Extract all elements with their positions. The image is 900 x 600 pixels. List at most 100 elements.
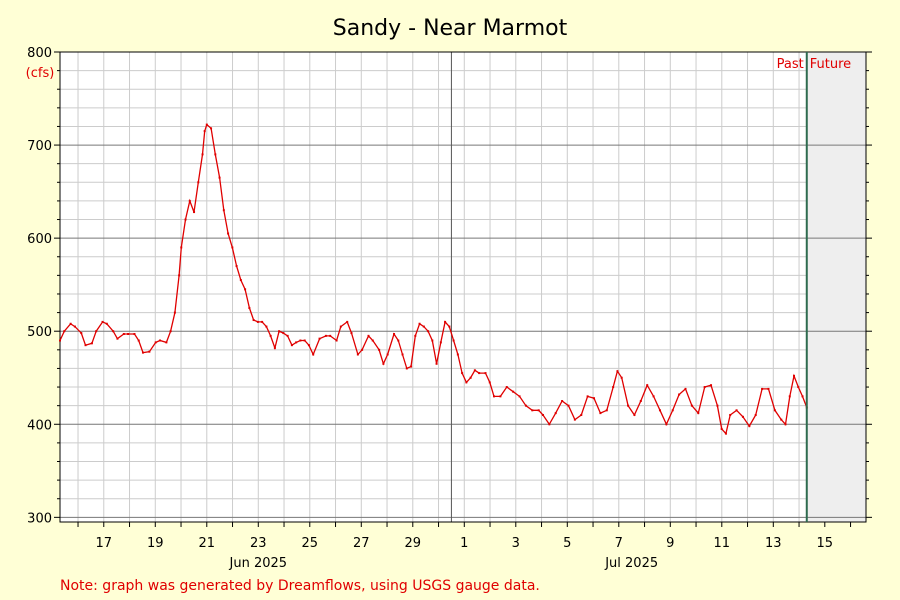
flow-data-point [252, 319, 255, 322]
flow-data-point [165, 341, 168, 344]
flow-data-point [197, 181, 200, 184]
flow-data-point [350, 332, 353, 335]
y-tick-label: 500 [27, 325, 52, 340]
flow-data-point [761, 387, 764, 390]
flow-data-point [720, 427, 723, 430]
flow-data-point [418, 322, 421, 325]
x-tick-label: 1 [460, 536, 468, 551]
flow-data-point [484, 372, 487, 375]
flow-data-point [561, 400, 564, 403]
future-region [806, 52, 866, 522]
flow-data-point [361, 348, 364, 351]
flow-data-point [397, 339, 400, 342]
flow-data-point [444, 320, 447, 323]
plot-border [59, 51, 867, 523]
x-tick-label: 9 [666, 536, 674, 551]
flow-data-point [605, 409, 608, 412]
flow-data-point [524, 404, 527, 407]
flow-data-point [427, 330, 430, 333]
flow-data-point [231, 246, 234, 249]
flow-data-point [303, 339, 306, 342]
flow-data-point [456, 353, 459, 356]
x-tick-label: 17 [96, 536, 113, 551]
flow-data-point [639, 400, 642, 403]
flow-data-point [256, 320, 259, 323]
flow-data-point [488, 381, 491, 384]
flow-data-point [80, 332, 83, 335]
flow-data-point [801, 395, 804, 398]
flow-data-point [499, 395, 502, 398]
x-tick-label: 27 [353, 536, 370, 551]
flow-data-point [169, 330, 172, 333]
flow-data-point [767, 387, 770, 390]
future-label: Future [810, 57, 851, 72]
flow-data-point [299, 339, 302, 342]
flow-data-point [180, 246, 183, 249]
flow-data-point [112, 330, 115, 333]
flow-data-point [371, 339, 374, 342]
flow-data-point [741, 415, 744, 418]
flow-data-point [773, 409, 776, 412]
flow-data-point [90, 342, 93, 345]
flow-data-point [620, 376, 623, 379]
flow-data-point [137, 339, 140, 342]
flow-data-point [627, 404, 630, 407]
y-tick-label: 400 [27, 418, 52, 433]
flow-data-point [710, 384, 713, 387]
flow-data-point [665, 423, 668, 426]
flow-data-point [273, 346, 276, 349]
flow-data-point [278, 330, 281, 333]
flow-data-point [435, 362, 438, 365]
flow-data-point [235, 265, 238, 268]
flow-data-point [141, 351, 144, 354]
flow-data-point [554, 412, 557, 415]
chart-title: Sandy - Near Marmot [333, 16, 568, 41]
flow-data-point [73, 325, 76, 328]
y-tick-label: 800 [27, 46, 52, 61]
flow-data-point [580, 413, 583, 416]
x-tick-label: 7 [615, 536, 623, 551]
flow-data-point [95, 330, 98, 333]
flow-data-point [431, 339, 434, 342]
flow-data-point [586, 395, 589, 398]
flow-data-point [248, 306, 251, 309]
flow-data-point [748, 425, 751, 428]
flow-data-point [410, 365, 413, 368]
plot-background [60, 52, 866, 522]
x-tick-label: 19 [147, 536, 164, 551]
flow-data-point [122, 333, 125, 335]
flow-data-point [422, 325, 425, 328]
flow-data-point [518, 395, 521, 398]
flow-data-point [469, 376, 472, 379]
flow-data-point [105, 322, 108, 325]
flow-data-point [346, 320, 349, 323]
flow-data-point [239, 279, 242, 282]
x-tick-label: 11 [714, 536, 731, 551]
flow-data-point [193, 211, 196, 214]
flow-data-point [324, 334, 327, 337]
flow-data-point [716, 404, 719, 407]
past-label: Past [777, 57, 804, 72]
flow-data-point [473, 369, 476, 372]
flow-data-point [201, 153, 204, 156]
flow-data-point [671, 409, 674, 412]
flow-data-point [295, 341, 298, 344]
flow-data-point [214, 153, 217, 156]
flow-data-point [148, 350, 151, 353]
flow-data-point [531, 409, 534, 412]
flow-data-point [633, 413, 636, 416]
flow-data-point [788, 395, 791, 398]
x-month-label: Jun 2025 [229, 556, 288, 571]
flow-data-point [548, 423, 551, 426]
flow-data-point [414, 334, 417, 337]
flow-data-point [210, 127, 213, 130]
y-axis-unit-label: (cfs) [26, 66, 55, 81]
flow-data-point [133, 333, 136, 335]
flow-data-point [282, 332, 285, 335]
flow-data-point [593, 397, 596, 400]
x-tick-label: 29 [405, 536, 422, 551]
flow-data-point [127, 333, 130, 335]
flow-data-point [797, 386, 800, 389]
flow-data-point [227, 232, 230, 235]
